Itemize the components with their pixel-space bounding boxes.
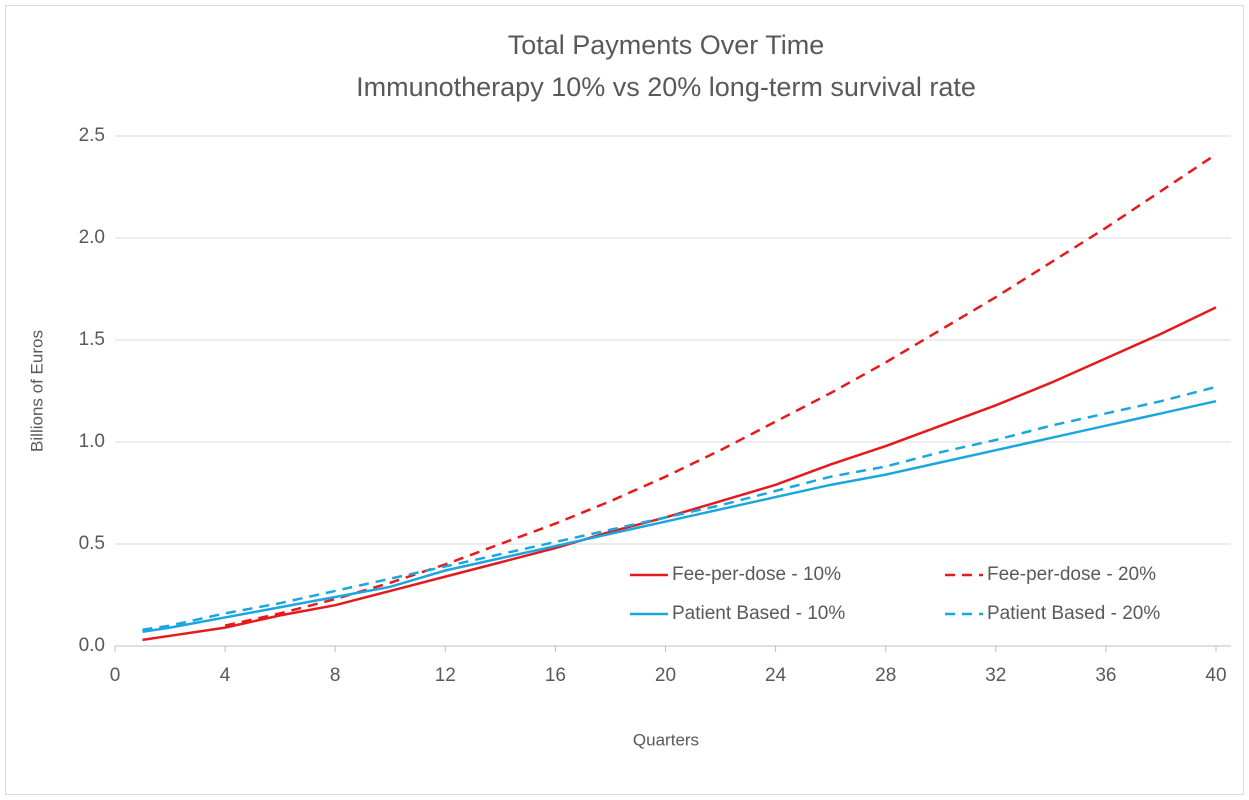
legend-label: Patient Based - 20% [987, 603, 1160, 624]
x-tick-label: 8 [330, 665, 341, 686]
x-tick-label: 12 [435, 665, 456, 686]
chart-subtitle: Immunotherapy 10% vs 20% long-term survi… [356, 72, 976, 102]
x-tick-label: 40 [1205, 665, 1226, 686]
y-tick-label: 2.5 [79, 125, 105, 146]
y-axis-label: Billions of Euros [27, 330, 46, 452]
x-tick-label: 4 [220, 665, 231, 686]
series-line [224, 153, 1217, 627]
chart-title: Total Payments Over Time [508, 30, 825, 60]
series-line [142, 385, 1217, 631]
x-axis-label: Quarters [633, 730, 699, 749]
y-tick-label: 2.0 [79, 227, 105, 248]
y-tick-label: 0.5 [79, 533, 105, 554]
x-tick-label: 20 [655, 665, 676, 686]
series-line [142, 399, 1217, 633]
x-tick-label: 24 [765, 665, 787, 686]
x-tick-label: 28 [875, 665, 896, 686]
x-tick-label: 16 [545, 665, 566, 686]
x-tick-label: 32 [985, 665, 1006, 686]
y-tick-label: 0.0 [79, 635, 105, 656]
x-tick-label: 36 [1095, 665, 1116, 686]
legend-label: Fee-per-dose - 10% [672, 564, 841, 585]
y-tick-label: 1.0 [79, 431, 105, 452]
legend-label: Patient Based - 10% [672, 603, 845, 624]
y-tick-label: 1.5 [79, 329, 105, 350]
x-tick-label: 0 [110, 665, 121, 686]
legend-label: Fee-per-dose - 20% [987, 564, 1156, 585]
chart-border [5, 5, 1244, 795]
